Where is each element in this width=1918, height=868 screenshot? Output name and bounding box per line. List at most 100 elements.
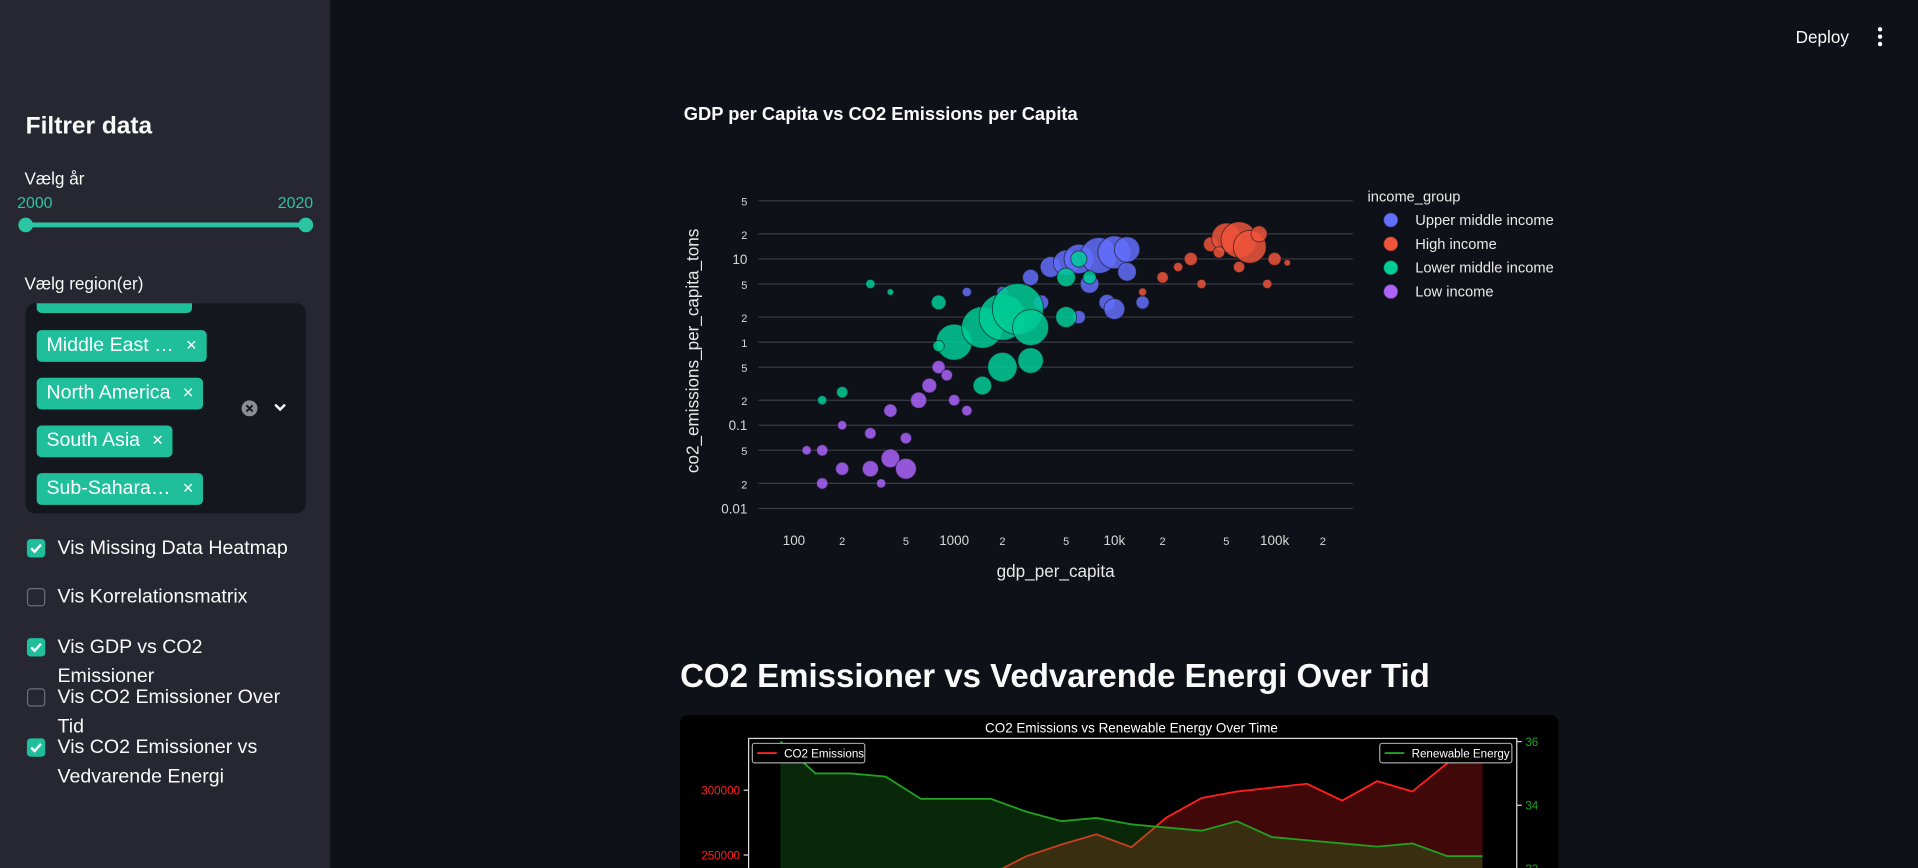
legend-marker[interactable]	[1382, 235, 1399, 252]
legend-title: income_group	[1368, 190, 1461, 206]
tag-remove[interactable]: ×	[182, 382, 194, 404]
menu-button[interactable]	[1877, 27, 1883, 47]
y2-tick-label: 34	[1525, 800, 1538, 813]
y2-tick-label: 36	[1525, 736, 1538, 749]
legend-label[interactable]: High income	[1415, 237, 1496, 253]
x-axis-label: gdp_per_capita	[997, 562, 1115, 581]
checkbox[interactable]	[26, 539, 46, 558]
bubble	[801, 445, 812, 456]
y-tick-label: 1	[741, 338, 747, 350]
slider-label: Vælg år	[24, 168, 85, 189]
deploy-button[interactable]: Deploy	[1796, 28, 1850, 47]
area-fill	[1003, 746, 1483, 868]
bubble	[899, 431, 913, 445]
check-mark	[30, 543, 42, 554]
plot-area	[779, 740, 1483, 868]
legend-label[interactable]: Low income	[1415, 284, 1493, 300]
chart-title: GDP per Capita vs CO2 Emissions per Capi…	[684, 103, 1079, 124]
area-fill	[780, 741, 1483, 868]
bubble	[865, 278, 876, 290]
legend-label: CO2 Emissions	[784, 747, 864, 760]
x-tick-label: 5	[1223, 536, 1229, 548]
bubble	[837, 420, 848, 431]
bubble	[1262, 278, 1273, 290]
plot-area	[801, 221, 1292, 490]
y-tick-label: 0.01	[721, 501, 747, 516]
bubble	[883, 403, 898, 418]
bubble	[1156, 271, 1169, 284]
tag-label: Sub-Sahara…	[46, 478, 171, 499]
slider-min: 2000	[17, 193, 53, 212]
tag-label: South Asia	[46, 430, 141, 452]
checkbox-label: Vis Korrelationsmatrix	[57, 586, 248, 608]
figure-title: CO2 Emissions vs Renewable Energy Over T…	[985, 720, 1278, 735]
y-tick-label: 5	[741, 197, 747, 209]
legend-marker[interactable]	[1382, 259, 1399, 276]
checkbox[interactable]	[26, 688, 46, 707]
legend-label[interactable]: Upper middle income	[1415, 213, 1554, 229]
bubble	[864, 427, 877, 440]
y-axis-label: co2_emissions_per_capita_tons	[683, 229, 702, 473]
check-mark	[30, 743, 42, 753]
bubble	[815, 477, 829, 490]
dropdown-icon[interactable]	[274, 403, 286, 412]
slider-thumb[interactable]	[298, 217, 314, 233]
checkbox[interactable]	[26, 588, 46, 607]
y-tick-label: 2	[741, 230, 747, 242]
figure-background	[680, 715, 1559, 868]
checkbox-label: Vis CO2 Emissioner Over Tid	[57, 687, 281, 738]
region-tag: South Asia ×	[36, 425, 173, 458]
legend-marker[interactable]	[1382, 212, 1399, 229]
tag-remove[interactable]: ×	[152, 430, 164, 452]
bubble	[1022, 268, 1040, 286]
checkbox-label: Vis CO2 Emissioner vs Vedvarende Energi	[57, 737, 258, 788]
bubble	[987, 351, 1018, 383]
bubble	[961, 286, 972, 298]
bubble	[1070, 250, 1088, 268]
slider-track	[25, 222, 306, 228]
scatter-chart: 0.01 2 5 0.1 2 5 1 2 5 10 2 5 100 2 5 1000 2 5 10k 2 5 100k 2 U…	[721, 197, 1554, 549]
tag-cut	[36, 303, 193, 313]
sidebar-title: Filtrer data	[25, 112, 153, 140]
bubble	[947, 394, 961, 407]
x-tick-label: 10k	[1104, 533, 1126, 548]
legend-marker[interactable]	[1382, 283, 1399, 300]
x-tick-label: 2	[999, 536, 1005, 548]
y-tick-label: 5	[741, 280, 747, 292]
slider-thumb[interactable]	[18, 217, 34, 233]
series-line	[1001, 745, 1483, 868]
bubble	[895, 457, 917, 480]
y-tick-label: 2	[741, 313, 747, 325]
tag-remove[interactable]: ×	[182, 478, 194, 499]
y-tick-label: 0.1	[729, 418, 748, 433]
bubble	[817, 395, 828, 406]
checkbox-label: Vis GDP vs CO2 Emissioner	[57, 636, 203, 688]
region-tag: Middle East … ×	[36, 330, 207, 362]
bubble	[1113, 236, 1141, 263]
region-tag: Sub-Sahara… ×	[36, 473, 204, 505]
x-tick-label: 5	[903, 536, 909, 548]
bubble	[1103, 298, 1126, 320]
bubble	[1283, 258, 1292, 267]
legend-label: Renewable Energy	[1412, 747, 1510, 760]
bubble	[875, 478, 887, 489]
multiselect[interactable]: Middle East … × North America × South Asia × S…	[25, 303, 306, 514]
bubble	[1183, 251, 1198, 266]
bubble	[835, 385, 849, 399]
checkbox[interactable]	[26, 638, 46, 657]
checkbox-label: Vis Missing Data Heatmap	[57, 537, 288, 559]
y-tick-label: 300000	[701, 785, 740, 798]
bubble	[880, 448, 901, 469]
bubble	[1117, 262, 1137, 282]
bubble	[1056, 267, 1076, 288]
y-tick-label: 10	[732, 252, 747, 267]
legend-label[interactable]: Lower middle income	[1415, 261, 1554, 277]
y2-tick-label: 32	[1525, 863, 1538, 868]
tag-label: Middle East …	[46, 334, 174, 356]
tag-remove[interactable]: ×	[185, 334, 197, 356]
y-tick-label: 5	[741, 363, 747, 375]
checkbox[interactable]	[26, 738, 46, 757]
bubble	[930, 294, 947, 311]
bubble	[835, 461, 850, 476]
